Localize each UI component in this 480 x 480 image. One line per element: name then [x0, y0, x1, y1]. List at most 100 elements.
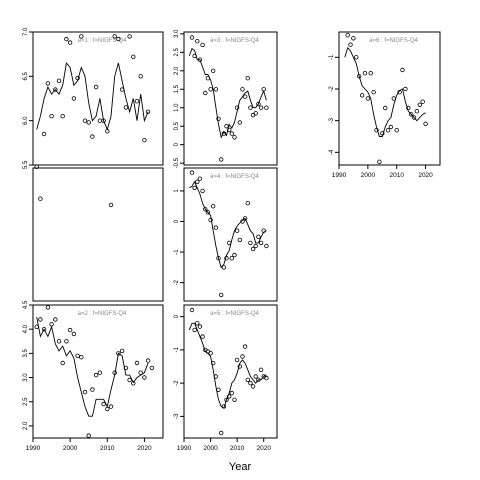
x-axis-label: Year [229, 461, 252, 473]
panel-title: a=6 : f=NIGFS-Q4 [369, 38, 418, 44]
data-point [108, 202, 114, 208]
panel-frame [183, 167, 278, 302]
data-point [82, 118, 88, 123]
data-point [213, 87, 219, 92]
data-point [53, 317, 58, 322]
data-point [213, 374, 219, 379]
data-point [224, 397, 229, 402]
data-point [142, 137, 147, 143]
x-tick-label: 2020 [137, 445, 152, 452]
data-point [345, 33, 350, 38]
panel-a=4: a=4 : f=NIGFS-Q4 -2 -1 0 1 [174, 167, 278, 302]
data-point [414, 108, 420, 114]
data-point [200, 42, 205, 48]
data-point [192, 53, 197, 59]
data-point [145, 109, 151, 114]
data-point [200, 188, 205, 194]
data-point [119, 348, 125, 354]
data-point [145, 358, 151, 363]
panel-frame [32, 31, 164, 166]
y-tick-label: 3.0 [174, 29, 180, 38]
y-tick-label: -1 [329, 54, 335, 60]
fitted-line [189, 180, 267, 269]
data-point [406, 105, 411, 111]
data-point [210, 68, 216, 73]
data-point [93, 84, 99, 90]
data-point [75, 353, 80, 358]
y-tick-label: 0.5 [174, 121, 180, 130]
data-point [240, 87, 245, 92]
y-tick-label: 1.5 [174, 84, 180, 93]
panel-a=5: a=5 : f=NIGFS-Q4 -3 -2 -1 0 1990 2000 2010 2020 [174, 304, 278, 452]
y-tick-label: -1 [174, 249, 180, 255]
data-point [205, 210, 211, 215]
y-tick-label: -0.5 [174, 157, 180, 168]
data-point [86, 433, 91, 438]
data-point [229, 390, 234, 396]
data-point [371, 89, 376, 95]
data-point [45, 305, 51, 310]
x-tick-label: 1990 [177, 445, 192, 452]
data-point [245, 200, 250, 206]
data-point [248, 240, 253, 246]
panel-a=6: a=6 : f=NIGFS-Q4 -4 -3 -2 -1 1990 2000 2010 2020 [329, 31, 441, 179]
data-point [210, 203, 216, 209]
data-point [224, 123, 229, 129]
panel-title: a=5 : f=NIGFS-Q4 [210, 311, 259, 317]
data-point [53, 87, 58, 92]
data-point [127, 34, 132, 39]
data-point [221, 265, 227, 270]
data-point [197, 176, 203, 181]
y-tick-label: -1 [174, 347, 180, 353]
y-tick-label: -2 [329, 86, 335, 92]
data-point [71, 96, 77, 101]
data-point [90, 134, 95, 139]
data-point [216, 256, 221, 261]
data-point [264, 105, 269, 110]
x-tick-label: 2000 [203, 445, 218, 452]
data-point [362, 70, 368, 76]
data-point [138, 370, 143, 375]
y-tick-label: -2 [174, 380, 180, 386]
y-tick-label: 4.5 [23, 300, 29, 309]
y-tick-label: 0 [174, 142, 180, 146]
data-point [123, 105, 129, 110]
data-point [234, 105, 240, 110]
panel-title: a=3 : f=NIGFS-Q4 [210, 38, 259, 44]
data-point [229, 256, 234, 261]
x-tick-label: 1990 [26, 445, 41, 452]
data-point [264, 375, 269, 381]
data-point [218, 157, 224, 162]
x-tick-label: 2000 [361, 172, 376, 179]
data-point [189, 170, 195, 175]
panel-frame [32, 304, 164, 439]
data-point [351, 36, 356, 41]
data-point [368, 70, 373, 76]
data-point [60, 113, 65, 119]
data-point [221, 131, 227, 136]
data-point [258, 367, 264, 372]
data-point [105, 406, 110, 412]
data-point [218, 292, 224, 298]
y-tick-label: 0 [174, 314, 180, 318]
data-point [258, 240, 264, 246]
panel-a=2: a=2 : f=NIGFS-Q4 2.0 2.5 3.0 3.5 4.0 4.5 1990 20… [23, 300, 164, 452]
data-point [105, 129, 110, 134]
data-point [210, 361, 216, 366]
panel-a=1: a=1 : f=NIGFS-Q4 5.5 6.0 6.5 7.0 [23, 27, 164, 208]
x-tick-label: 2010 [230, 445, 245, 452]
data-point [64, 339, 69, 344]
data-point [38, 196, 43, 201]
fitted-line [344, 46, 426, 137]
data-point [216, 116, 221, 121]
data-point [79, 34, 84, 39]
data-point [195, 39, 200, 44]
data-point [357, 74, 362, 79]
data-point [86, 120, 91, 125]
data-point [134, 360, 140, 366]
data-point [112, 34, 117, 39]
data-point [71, 331, 77, 337]
panel-title: a=1 : f=NIGFS-Q4 [78, 38, 127, 44]
data-point [391, 96, 396, 101]
